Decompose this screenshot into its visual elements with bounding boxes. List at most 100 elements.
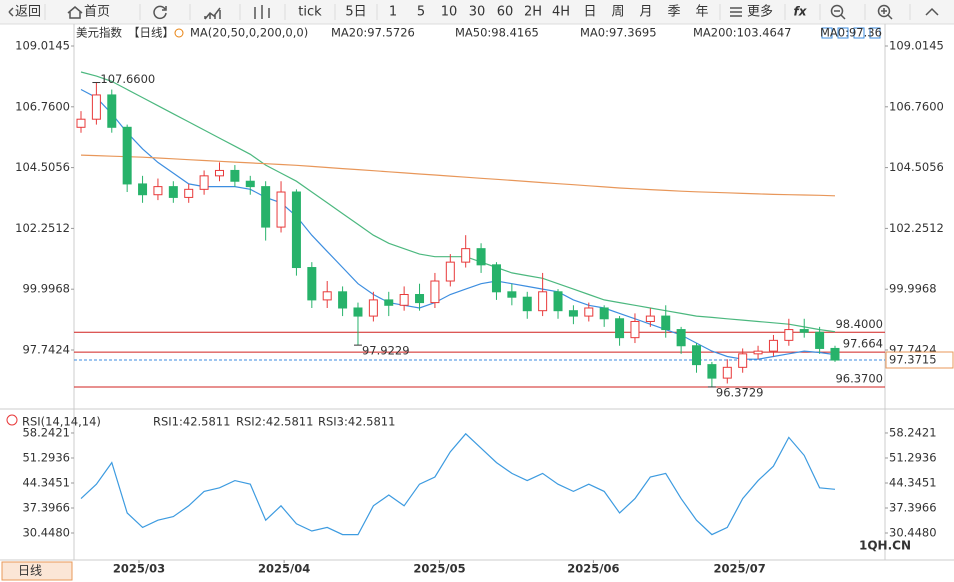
toolbar-button[interactable]: 返回 (15, 5, 41, 20)
level-label: 96.3700 (835, 372, 883, 386)
annotation-label: 96.3729 (716, 385, 764, 399)
candle-body (138, 183, 148, 196)
toolbar-button[interactable]: 30 (469, 5, 486, 20)
frame (0, 24, 954, 561)
toolbar-button[interactable]: 5日 (345, 5, 366, 20)
toolbar-button[interactable]: 4H (552, 5, 570, 20)
candle-body (368, 299, 378, 317)
candle-body (276, 191, 286, 228)
y-tick-label: 102.2512 (15, 221, 70, 235)
toolbar-button[interactable]: 更多 (747, 4, 773, 20)
y-tick-label: 58.2421 (22, 425, 70, 439)
annotation-label: 97.9229 (362, 344, 410, 358)
candle-body (522, 296, 532, 312)
x-tick-label: 2025/05 (413, 562, 465, 576)
ma-line (80, 432, 836, 536)
toolbar-button[interactable]: 周 (611, 5, 624, 20)
candle-body (245, 180, 255, 188)
ma-params: MA(20,50,0,200,0,0) (190, 26, 308, 40)
candle-body (384, 299, 394, 306)
toolbar-button[interactable]: tick (298, 5, 322, 20)
x-tick-label: 2025/03 (113, 562, 165, 576)
period-label: 【日线】 (128, 26, 174, 40)
panel-title: RSI(14,14,14) (22, 415, 101, 429)
last-price-box (885, 351, 954, 369)
candle-body (230, 169, 240, 182)
back-icon (8, 7, 14, 17)
candle-body (661, 315, 671, 331)
y-tick-label: 51.2936 (22, 450, 70, 464)
y-tick-label-right: 44.3451 (889, 475, 937, 489)
level-label: 97.664 (843, 337, 883, 351)
candle-body (707, 364, 717, 379)
y-tick-label-right: 51.2936 (889, 450, 937, 464)
zoom-out-icon (830, 4, 844, 18)
period-button[interactable] (1, 561, 73, 581)
y-tick-label: 104.5056 (15, 160, 70, 174)
candle-body (491, 264, 501, 293)
candle-body (399, 294, 409, 306)
candle-body (768, 339, 778, 352)
ma-line (80, 71, 836, 333)
candle-body (91, 94, 101, 120)
y-tick-label-right: 30.4480 (889, 526, 937, 540)
toolbar-button[interactable]: 月 (639, 5, 652, 20)
y-tick-label-right: 102.2512 (889, 221, 944, 235)
candle-body (76, 118, 86, 128)
candle-body (630, 320, 640, 339)
candle-body (753, 350, 763, 355)
watermark: 1QH.CN (859, 539, 911, 553)
legend-entry: RSI2:42.5811 (236, 415, 313, 429)
level-label: 98.4000 (835, 317, 883, 331)
legend-entry: MA0:97.3695 (580, 26, 657, 40)
candle-body (184, 188, 194, 198)
ma-line (80, 154, 836, 197)
y-tick-label: 109.0145 (15, 38, 70, 52)
candle-body (645, 315, 655, 322)
candle-body (799, 329, 809, 333)
toolbar-button[interactable]: 首页 (84, 5, 110, 20)
toolbar-button[interactable]: 季 (667, 5, 680, 20)
toolbar-button[interactable]: 日 (583, 5, 596, 20)
candle-body (830, 347, 840, 361)
candle-body (553, 291, 563, 312)
zoom-in-icon (877, 4, 891, 18)
more-icon (730, 7, 742, 17)
level-label-bg (836, 373, 884, 386)
candle-body (599, 307, 609, 320)
y-tick-label: 97.7424 (22, 342, 70, 356)
toolbar-button[interactable]: 10 (441, 5, 458, 20)
toolbar-button[interactable]: 1 (389, 5, 397, 20)
y-tick-label-right: 37.3966 (889, 501, 937, 515)
refresh-icon (153, 5, 167, 20)
candle-body (445, 261, 455, 282)
toolbar (0, 0, 954, 24)
candle-body (153, 186, 163, 196)
collapse-icon (925, 7, 939, 16)
candle-body (568, 310, 578, 317)
legend-entry: MA50:98.4165 (455, 26, 539, 40)
candle-body (291, 191, 301, 269)
legend-entry: RSI1:42.5811 (153, 415, 230, 429)
toolbar-button[interactable]: 5 (417, 5, 425, 20)
candle-body (353, 307, 363, 317)
toolbar-button[interactable]: 60 (497, 5, 514, 20)
x-tick-label: 2025/04 (258, 562, 310, 576)
legend-entry: MA200:103.4647 (693, 26, 792, 40)
candle-body (430, 280, 440, 304)
line-icon (204, 7, 221, 20)
candle-body (476, 248, 486, 266)
candle-body (676, 329, 686, 347)
candle-body (338, 291, 348, 309)
candle-body (784, 329, 794, 341)
toolbar-button[interactable]: 2H (524, 5, 542, 20)
candle-body (507, 291, 517, 298)
period-button-label[interactable]: 日线 (18, 564, 42, 578)
settings-icon (174, 28, 184, 38)
legend-entry: RSI3:42.5811 (318, 415, 395, 429)
toolbar-button[interactable]: 年 (695, 5, 708, 20)
y-tick-label: 106.7600 (15, 99, 70, 113)
y-tick-label: 37.3966 (22, 501, 70, 515)
y-tick-label-right: 109.0145 (889, 38, 944, 52)
